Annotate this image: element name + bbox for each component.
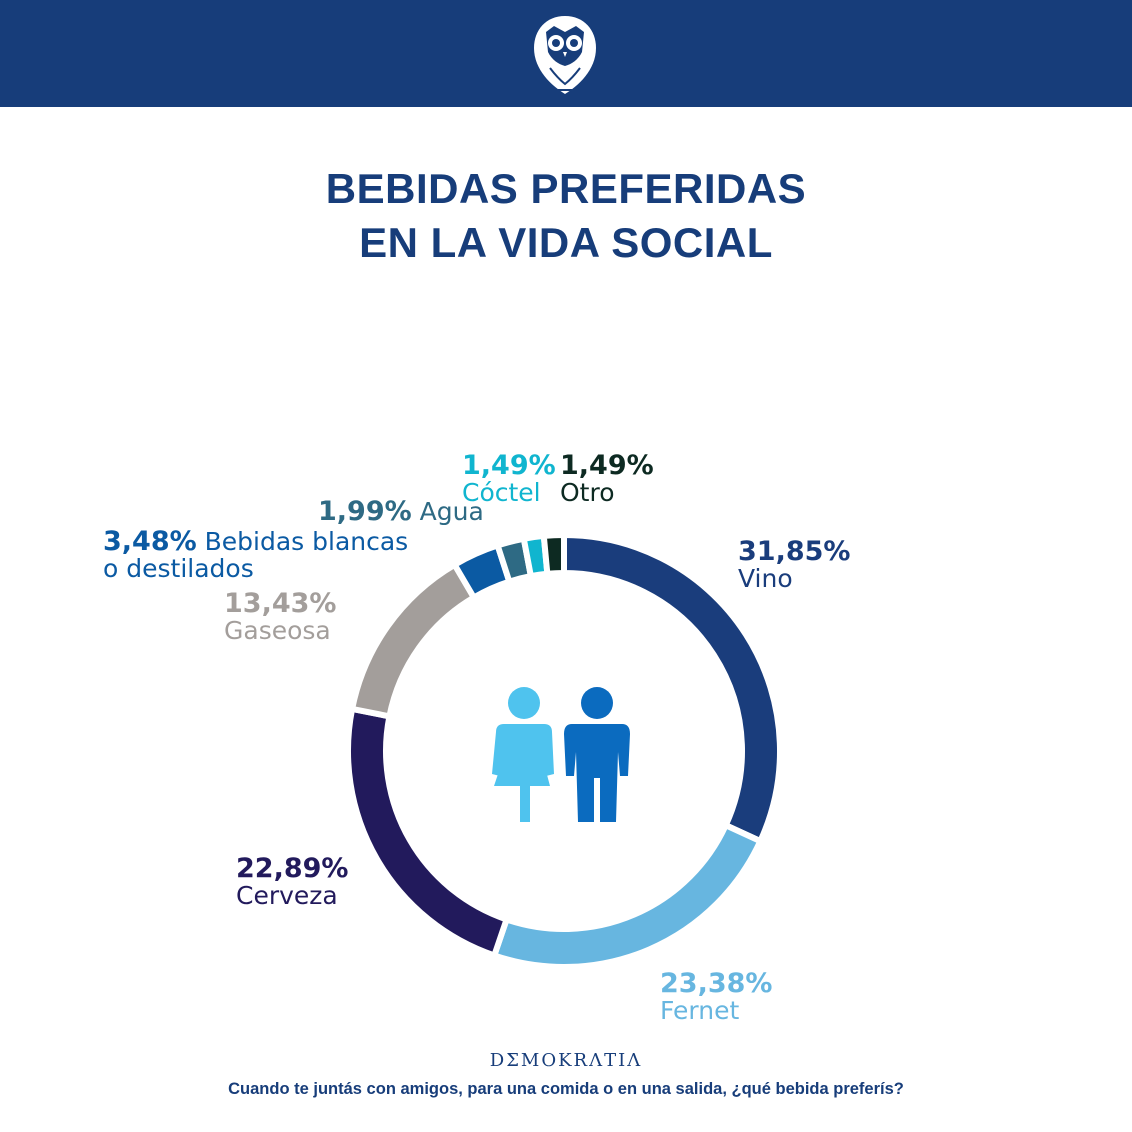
value-label: 1,49% [462, 450, 556, 481]
label-agua: 1,99% Agua [318, 498, 484, 525]
category-label-line-2: o destilados [103, 554, 254, 583]
label-cerveza: 22,89% Cerveza [236, 855, 348, 909]
value-label: 1,99% [318, 496, 412, 527]
donut-slice-otro [540, 531, 567, 578]
survey-question: Cuando te juntás con amigos, para una co… [228, 1080, 904, 1098]
man-icon [564, 687, 630, 822]
donut-slice-fernet [490, 821, 765, 970]
owl-logo-icon [534, 16, 596, 94]
label-vino: 31,85% Vino [738, 538, 850, 592]
category-label: Cerveza [236, 881, 338, 910]
value-label: 13,43% [224, 588, 337, 619]
value-label: 31,85% [738, 536, 851, 567]
chart-title-line-2: EN LA VIDA SOCIAL [359, 219, 773, 266]
value-label: 1,49% [560, 450, 654, 481]
label-fernet: 23,38% Fernet [660, 970, 772, 1024]
donut-slice-gaseosa [348, 560, 478, 720]
chart-title: BEBIDAS PREFERIDAS EN LA VIDA SOCIAL [0, 162, 1132, 270]
category-label: Gaseosa [224, 616, 331, 645]
label-gaseosa: 13,43% Gaseosa [224, 590, 336, 644]
value-label: 3,48% [103, 526, 197, 557]
donut-slice-cerveza [345, 705, 511, 960]
category-label: Otro [560, 478, 615, 507]
label-bebidas-blancas: 3,48% Bebidas blancas o destilados [103, 528, 408, 582]
woman-icon [492, 687, 554, 822]
header-bar [0, 0, 1132, 107]
category-label: Fernet [660, 996, 740, 1025]
category-label: Bebidas blancas [204, 527, 409, 556]
label-otro: 1,49% Otro [560, 452, 654, 506]
value-label: 23,38% [660, 968, 773, 999]
label-coctel: 1,49% Cóctel [462, 452, 556, 506]
chart-title-line-1: BEBIDAS PREFERIDAS [325, 165, 807, 212]
woman-and-man-icon [492, 687, 630, 822]
category-label: Vino [738, 564, 793, 593]
value-label: 22,89% [236, 853, 349, 884]
brand-wordmark: DΣMOKRΛTIΛ [489, 1050, 643, 1071]
category-label: Cóctel [462, 478, 541, 507]
category-label: Agua [419, 497, 484, 526]
